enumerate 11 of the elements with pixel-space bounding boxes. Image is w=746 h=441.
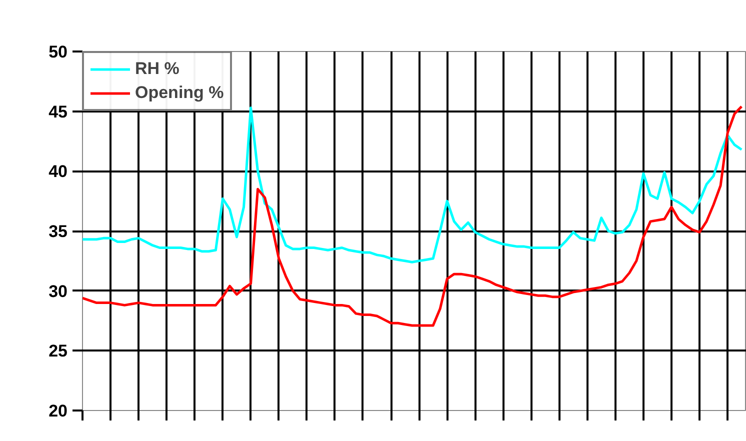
line-series bbox=[82, 106, 743, 264]
line-series bbox=[82, 105, 743, 327]
y-tick-label: 30 bbox=[48, 282, 68, 301]
y-tick-label: 35 bbox=[48, 222, 68, 241]
y-tick-label: 50 bbox=[48, 42, 68, 62]
legend-label: RH % bbox=[135, 59, 180, 79]
y-tick-label: 45 bbox=[48, 102, 68, 122]
y-tick-label: 40 bbox=[48, 162, 68, 182]
y-tick-label: 20 bbox=[48, 402, 68, 420]
y-tick-label: 25 bbox=[48, 342, 68, 361]
legend-label: Opening % bbox=[135, 83, 224, 103]
